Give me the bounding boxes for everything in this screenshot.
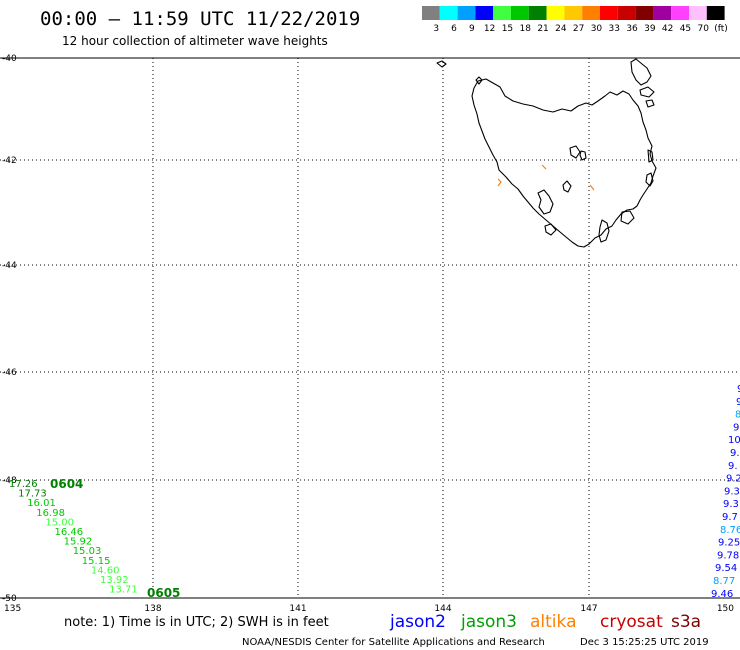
latitude-label: -40 — [2, 54, 17, 64]
color-scale-swatch — [671, 6, 689, 20]
latitude-label: -44 — [2, 261, 17, 271]
color-scale-label: 42 — [662, 24, 673, 34]
latitude-label: -46 — [2, 368, 17, 378]
jason2-swh-value: 9 — [736, 397, 740, 408]
jason2-swh-value: 8.76 — [720, 525, 740, 536]
jason2-swh-value: 9.54 — [715, 563, 737, 574]
map-subtitle: 12 hour collection of altimeter wave hei… — [62, 34, 328, 48]
color-scale-swatch — [546, 6, 565, 20]
color-scale-label: 3 — [433, 24, 439, 34]
jason3-swh-value: 13.71 — [109, 585, 138, 596]
longitude-label: 138 — [144, 604, 161, 614]
legend-jason2: jason2 — [389, 612, 446, 632]
color-scale-swatch — [706, 6, 725, 20]
jason2-swh-value: 9.2 — [726, 474, 740, 485]
jason3-swh-value: 15.15 — [82, 556, 111, 567]
legend-s3a: s3a — [671, 612, 701, 632]
jason2-swh-value: 9.7 — [722, 512, 738, 523]
jason2-swh-value: 10 — [728, 435, 740, 446]
jason3-swh-value: 15.00 — [45, 517, 74, 528]
color-scale-legend: 3 6 9 12 15 18 21 24 27 30 33 36 39 42 45 70 (ft) — [422, 6, 728, 34]
color-scale-label: 36 — [626, 24, 638, 34]
color-scale-swatch — [653, 6, 672, 20]
jason3-swh-value: 16.98 — [36, 508, 65, 519]
units-note: note: 1) Time is in UTC; 2) SWH is in fe… — [64, 615, 329, 630]
satellite-legend: jason2 jason3 altika cryosat s3a — [389, 612, 701, 632]
jason3-swh-value: 16.46 — [55, 527, 84, 538]
color-scale-swatch — [493, 6, 511, 20]
color-scale-label: 21 — [537, 24, 548, 34]
color-scale-swatch — [511, 6, 529, 20]
longitude-label: 150 — [717, 604, 734, 614]
latitude-label: -42 — [2, 156, 17, 166]
jason3-swh-value: 14.60 — [91, 565, 120, 576]
color-scale-label: (ft) — [714, 24, 728, 34]
color-scale-label: 24 — [555, 24, 567, 34]
color-scale-swatch — [564, 6, 583, 20]
color-scale-label: 45 — [680, 24, 691, 34]
longitude-label: 141 — [289, 604, 306, 614]
jason2-swh-value: 8.77 — [713, 576, 735, 587]
color-scale-swatch — [475, 6, 494, 20]
color-scale-label: 12 — [484, 24, 495, 34]
jason3-swh-value: 15.03 — [73, 546, 102, 557]
color-scale-label: 18 — [520, 24, 532, 34]
jason2-swh-value: 9. — [728, 461, 738, 472]
jason3-track: 17.2617.7316.0116.9815.0016.4615.9215.03… — [9, 479, 138, 596]
jason3-swh-value: 17.73 — [18, 489, 47, 500]
map-title: 00:00 – 11:59 UTC 11/22/2019 — [40, 8, 360, 30]
jason2-swh-value: 9. — [730, 448, 740, 459]
color-scale-swatch — [528, 6, 547, 20]
color-scale-swatch — [600, 6, 618, 20]
jason3-pass-start-marker: 0604 — [50, 477, 83, 491]
color-scale-swatch — [457, 6, 476, 20]
color-scale-label: 33 — [609, 24, 620, 34]
color-scale-label: 15 — [502, 24, 513, 34]
jason3-pass-end-marker: 0605 — [147, 586, 180, 600]
legend-altika: altika — [530, 612, 577, 632]
jason2-swh-value: 9. — [733, 422, 740, 433]
color-scale-label: 9 — [469, 24, 475, 34]
altika-lake-marks — [497, 164, 595, 191]
jason2-track: 9989.109.9.9.29.39.39.78.769.259.789.548… — [711, 384, 740, 600]
longitude-label: 147 — [580, 604, 597, 614]
legend-cryosat: cryosat — [600, 612, 663, 632]
color-scale-label: 39 — [644, 24, 656, 34]
jason2-swh-value: 9.46 — [711, 589, 733, 600]
color-scale-label: 30 — [591, 24, 603, 34]
jason3-swh-value: 13.92 — [100, 575, 129, 586]
color-scale-swatch — [689, 6, 707, 20]
footer-timestamp: Dec 3 15:25:25 UTC 2019 — [580, 637, 709, 648]
longitude-labels: 135 138 141 144 147 150 — [4, 604, 734, 614]
jason3-swh-value: 16.01 — [27, 498, 56, 509]
latitude-labels: -40 -42 -44 -46 -48 -50 — [2, 54, 17, 604]
color-scale-swatch — [439, 6, 458, 20]
footer-credit: NOAA/NESDIS Center for Satellite Applica… — [242, 637, 545, 648]
jason2-swh-value: 9.25 — [718, 538, 740, 549]
latitude-label: -50 — [2, 594, 17, 604]
jason3-swh-value: 17.26 — [9, 479, 38, 490]
jason2-swh-value: 9.78 — [717, 550, 739, 561]
color-scale-label: 27 — [573, 24, 584, 34]
jason2-swh-value: 9 — [737, 384, 740, 395]
longitude-label: 144 — [434, 604, 451, 614]
jason2-swh-value: 9.3 — [723, 499, 739, 510]
color-scale-swatch — [617, 6, 636, 20]
graticule-grid — [0, 58, 740, 598]
latitude-label: -48 — [2, 476, 17, 486]
color-scale-label: 6 — [451, 24, 457, 34]
color-scale-swatch — [422, 6, 440, 20]
jason2-swh-value: 9.3 — [724, 486, 740, 497]
longitude-label: 135 — [4, 604, 21, 614]
color-scale-swatch — [582, 6, 600, 20]
jason2-swh-value: 8 — [735, 410, 740, 421]
color-scale-label: 70 — [698, 24, 710, 34]
jason3-swh-value: 15.92 — [64, 537, 93, 548]
color-scale-swatch — [635, 6, 654, 20]
legend-jason3: jason3 — [460, 612, 517, 632]
tasmania-coastline — [436, 58, 657, 248]
